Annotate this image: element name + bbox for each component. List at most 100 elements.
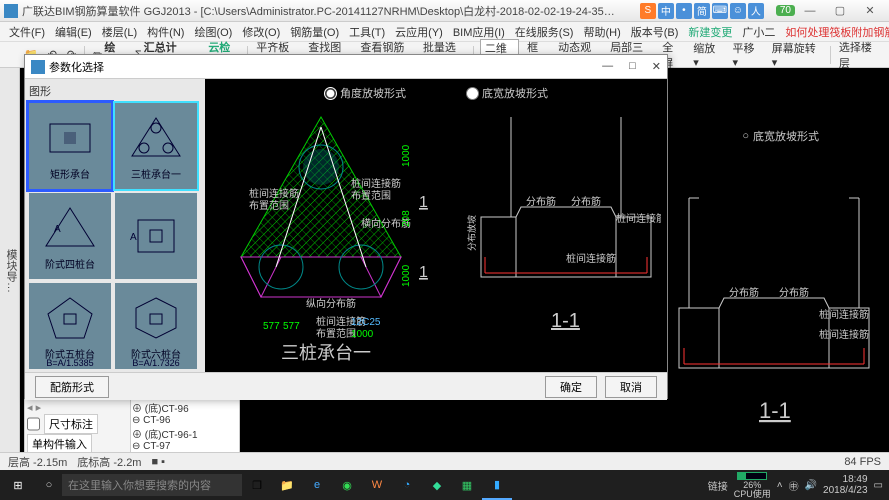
menu-rebar[interactable]: 钢筋量(O) — [287, 24, 342, 40]
svg-text:分布筋: 分布筋 — [729, 286, 759, 299]
minimize-button[interactable]: — — [795, 1, 825, 21]
maximize-button[interactable]: ▢ — [825, 1, 855, 21]
svg-text:分布筋: 分布筋 — [526, 195, 556, 208]
dialog-maximize[interactable]: □ — [629, 60, 636, 73]
dialog-close[interactable]: ✕ — [652, 60, 661, 73]
svg-text:1-1: 1-1 — [759, 398, 791, 423]
status-bar: 层高 -2.15m 底标高 -2.2m ■ ▪ 84 FPS — [0, 452, 889, 470]
radio-width[interactable]: 底宽放坡形式 — [466, 85, 548, 101]
menu-tool[interactable]: 工具(T) — [346, 24, 388, 40]
status-height: 层高 -2.15m — [8, 454, 67, 470]
task-qq-icon[interactable]: ◔ — [392, 470, 422, 500]
tool-pan[interactable]: 平移 ▾ — [730, 40, 763, 69]
title-bar: 广联达BIM钢筋算量软件 GGJ2013 - [C:\Users\Adminis… — [0, 0, 889, 22]
thumb-step4[interactable]: A 阶式四桩台 — [29, 193, 111, 279]
dialog-title: 参数化选择 — [49, 59, 602, 75]
svg-text:桩间连接筋: 桩间连接筋 — [351, 177, 401, 190]
single-input-tab[interactable]: 单构件输入 — [27, 434, 92, 454]
svg-text:纵向分布筋: 纵向分布筋 — [306, 297, 356, 310]
dialog-minimize[interactable]: — — [602, 60, 613, 73]
menu-modify[interactable]: 修改(O) — [239, 24, 283, 40]
dialog-buttons: 配筋形式 确定 取消 — [25, 372, 667, 400]
start-button[interactable]: ⊞ — [0, 470, 36, 500]
task-edge-icon[interactable]: e — [302, 470, 332, 500]
svg-text:分布放坡: 分布放坡 — [466, 215, 477, 251]
task-wps-icon[interactable]: W — [362, 470, 392, 500]
tray-clock[interactable]: 18:492018/4/23 — [823, 474, 868, 496]
menu-bim[interactable]: BIM应用(I) — [450, 24, 508, 40]
menu-newchange[interactable]: 新建变更 — [685, 24, 735, 40]
dialog-title-bar: 参数化选择 — □ ✕ — [25, 55, 667, 79]
svg-text:1-1: 1-1 — [551, 310, 580, 332]
cortana-icon[interactable]: ○ — [36, 470, 62, 500]
thumb-section-label: 图形 — [29, 83, 201, 99]
menu-user[interactable]: 广小二 — [739, 24, 778, 40]
svg-text:布置范围: 布置范围 — [316, 327, 356, 340]
svg-text:1000: 1000 — [401, 264, 412, 287]
thumb-sq[interactable]: A — [115, 193, 197, 279]
svg-text:1: 1 — [419, 264, 428, 281]
menu-help[interactable]: 帮助(H) — [580, 24, 623, 40]
svg-text:12C25: 12C25 — [351, 317, 381, 328]
svg-text:1000: 1000 — [351, 329, 374, 340]
task-browser-icon[interactable]: ◉ — [332, 470, 362, 500]
menu-component[interactable]: 构件(N) — [144, 24, 187, 40]
dim-checkbox[interactable] — [27, 414, 40, 434]
status-fps: 84 FPS — [844, 456, 881, 468]
task-sheet-icon[interactable]: ▦ — [452, 470, 482, 500]
preview-pane: 角度放坡形式 底宽放坡形式 桩间连接筋 布置范围 — [205, 79, 667, 372]
ime-box: S中•简⌨☺人 — [640, 3, 764, 19]
task-view-icon[interactable]: ❐ — [242, 470, 272, 500]
svg-text:布置范围: 布置范围 — [249, 199, 289, 212]
menu-file[interactable]: 文件(F) — [6, 24, 48, 40]
radio-group: 角度放坡形式 底宽放坡形式 — [205, 85, 667, 101]
close-button[interactable]: ✕ — [855, 1, 885, 21]
tray-up-icon[interactable]: ˄ — [777, 480, 783, 491]
help-link[interactable]: 如何处理筏板附加钢筋… — [782, 24, 889, 40]
task-folder-icon[interactable]: 📁 — [272, 470, 302, 500]
task-app-icon[interactable]: ◆ — [422, 470, 452, 500]
tool-zoom[interactable]: 缩放 ▾ — [691, 40, 724, 69]
config-button[interactable]: 配筋形式 — [35, 376, 109, 398]
menu-draw[interactable]: 绘图(O) — [191, 24, 235, 40]
thumb-step6[interactable]: 阶式六桩台 B=A/1.7326 — [115, 283, 197, 369]
menu-edit[interactable]: 编辑(E) — [52, 24, 95, 40]
svg-text:1000: 1000 — [401, 144, 412, 167]
svg-text:布置范围: 布置范围 — [351, 189, 391, 202]
tool-layer[interactable]: 选择楼层 — [837, 39, 883, 71]
cpu-meter: 26%CPU使用 — [734, 472, 771, 499]
svg-text:分布筋: 分布筋 — [779, 286, 809, 299]
svg-text:A: A — [54, 224, 61, 235]
ok-button[interactable]: 确定 — [545, 376, 597, 398]
hits-badge: 70 — [776, 5, 795, 16]
menu-online[interactable]: 在线服务(S) — [512, 24, 577, 40]
main-drawing: 桩间连接筋 布置范围 桩间连接筋 布置范围 横向分布筋 纵向分布筋 桩间连接筋 … — [211, 107, 661, 367]
tray-link: 链接 — [708, 478, 728, 493]
svg-text:分布筋: 分布筋 — [571, 195, 601, 208]
thumb-step5[interactable]: 阶式五桩台 B=A/1.5385 — [29, 283, 111, 369]
app-icon — [4, 4, 18, 18]
search-box[interactable]: 在这里输入你想要搜索的内容 — [62, 474, 242, 496]
tray-volume-icon[interactable]: 🔊 — [805, 480, 817, 491]
svg-text:三桩承台一: 三桩承台一 — [281, 343, 371, 363]
radio-angle[interactable]: 角度放坡形式 — [324, 85, 406, 101]
menu-version[interactable]: 版本号(B) — [628, 24, 682, 40]
thumb-tri[interactable]: 三桩承台一 — [115, 103, 197, 189]
svg-text:A: A — [130, 232, 137, 243]
window-buttons: — ▢ ✕ — [795, 1, 885, 21]
tray-notif-icon[interactable]: ▭ — [874, 480, 883, 491]
tool-rot[interactable]: 屏幕旋转 ▾ — [770, 40, 824, 69]
cancel-button[interactable]: 取消 — [605, 376, 657, 398]
taskbar: ⊞ ○ 在这里输入你想要搜索的内容 ❐ 📁 e ◉ W ◔ ◆ ▦ ▮ 链接 2… — [0, 470, 889, 500]
menu-floor[interactable]: 楼层(L) — [99, 24, 140, 40]
param-dialog: 参数化选择 — □ ✕ 图形 矩形承台 三桩承台一 A 阶式四桩台 A — [24, 54, 668, 399]
tray-ime-icon[interactable]: ㊥ — [789, 478, 799, 493]
left-panel-tab[interactable]: 模块导… — [0, 68, 20, 470]
svg-text:桩间连接筋: 桩间连接筋 — [249, 187, 299, 200]
thumb-rect[interactable]: 矩形承台 — [29, 103, 111, 189]
menu-cloud[interactable]: 云应用(Y) — [392, 24, 446, 40]
svg-text:桩间连接筋: 桩间连接筋 — [616, 212, 661, 225]
task-ggj-icon[interactable]: ▮ — [482, 470, 512, 500]
thumb-list: 图形 矩形承台 三桩承台一 A 阶式四桩台 A 阶式五桩台 B=A/1.5385 — [25, 79, 205, 372]
dialog-icon — [31, 60, 45, 74]
